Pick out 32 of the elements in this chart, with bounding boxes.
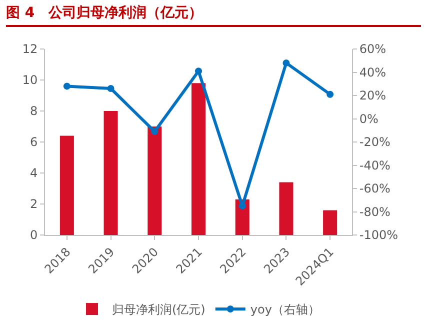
y2-tick-label: -100%	[359, 228, 398, 242]
y2-tick-label: 40%	[359, 65, 386, 80]
bar	[279, 182, 294, 235]
legend-label: yoy（右轴）	[250, 302, 320, 317]
bar	[148, 126, 162, 235]
bar	[104, 111, 118, 235]
point	[326, 90, 334, 98]
point	[107, 85, 114, 92]
y2-tick-label: 20%	[359, 88, 386, 103]
y2-tick-label: 0%	[359, 112, 378, 126]
y-tick-label: 12	[22, 42, 38, 56]
legend-label: 归母净利润(亿元)	[112, 302, 206, 317]
y2-tick-label: -80%	[359, 204, 390, 219]
bar	[323, 210, 338, 235]
y-tick-label: 0	[30, 228, 38, 242]
y2-tick-label: 60%	[359, 42, 386, 56]
y-tick-label: 6	[30, 135, 38, 150]
y2-tick-label: -60%	[359, 182, 390, 196]
y-tick-label: 2	[30, 197, 38, 212]
point	[282, 59, 290, 66]
bar	[60, 136, 74, 235]
point	[238, 202, 246, 210]
bar	[191, 83, 206, 235]
point	[151, 128, 158, 136]
point	[195, 68, 202, 75]
chart-title: 图 4 公司归母净利润（亿元）	[6, 4, 421, 27]
y2-tick-label: -40%	[359, 158, 390, 172]
y-tick-label: 4	[30, 166, 38, 180]
point	[63, 82, 70, 90]
y2-tick-label: -20%	[359, 135, 390, 150]
y-tick-label: 8	[30, 104, 38, 118]
y-tick-label: 10	[22, 73, 38, 88]
